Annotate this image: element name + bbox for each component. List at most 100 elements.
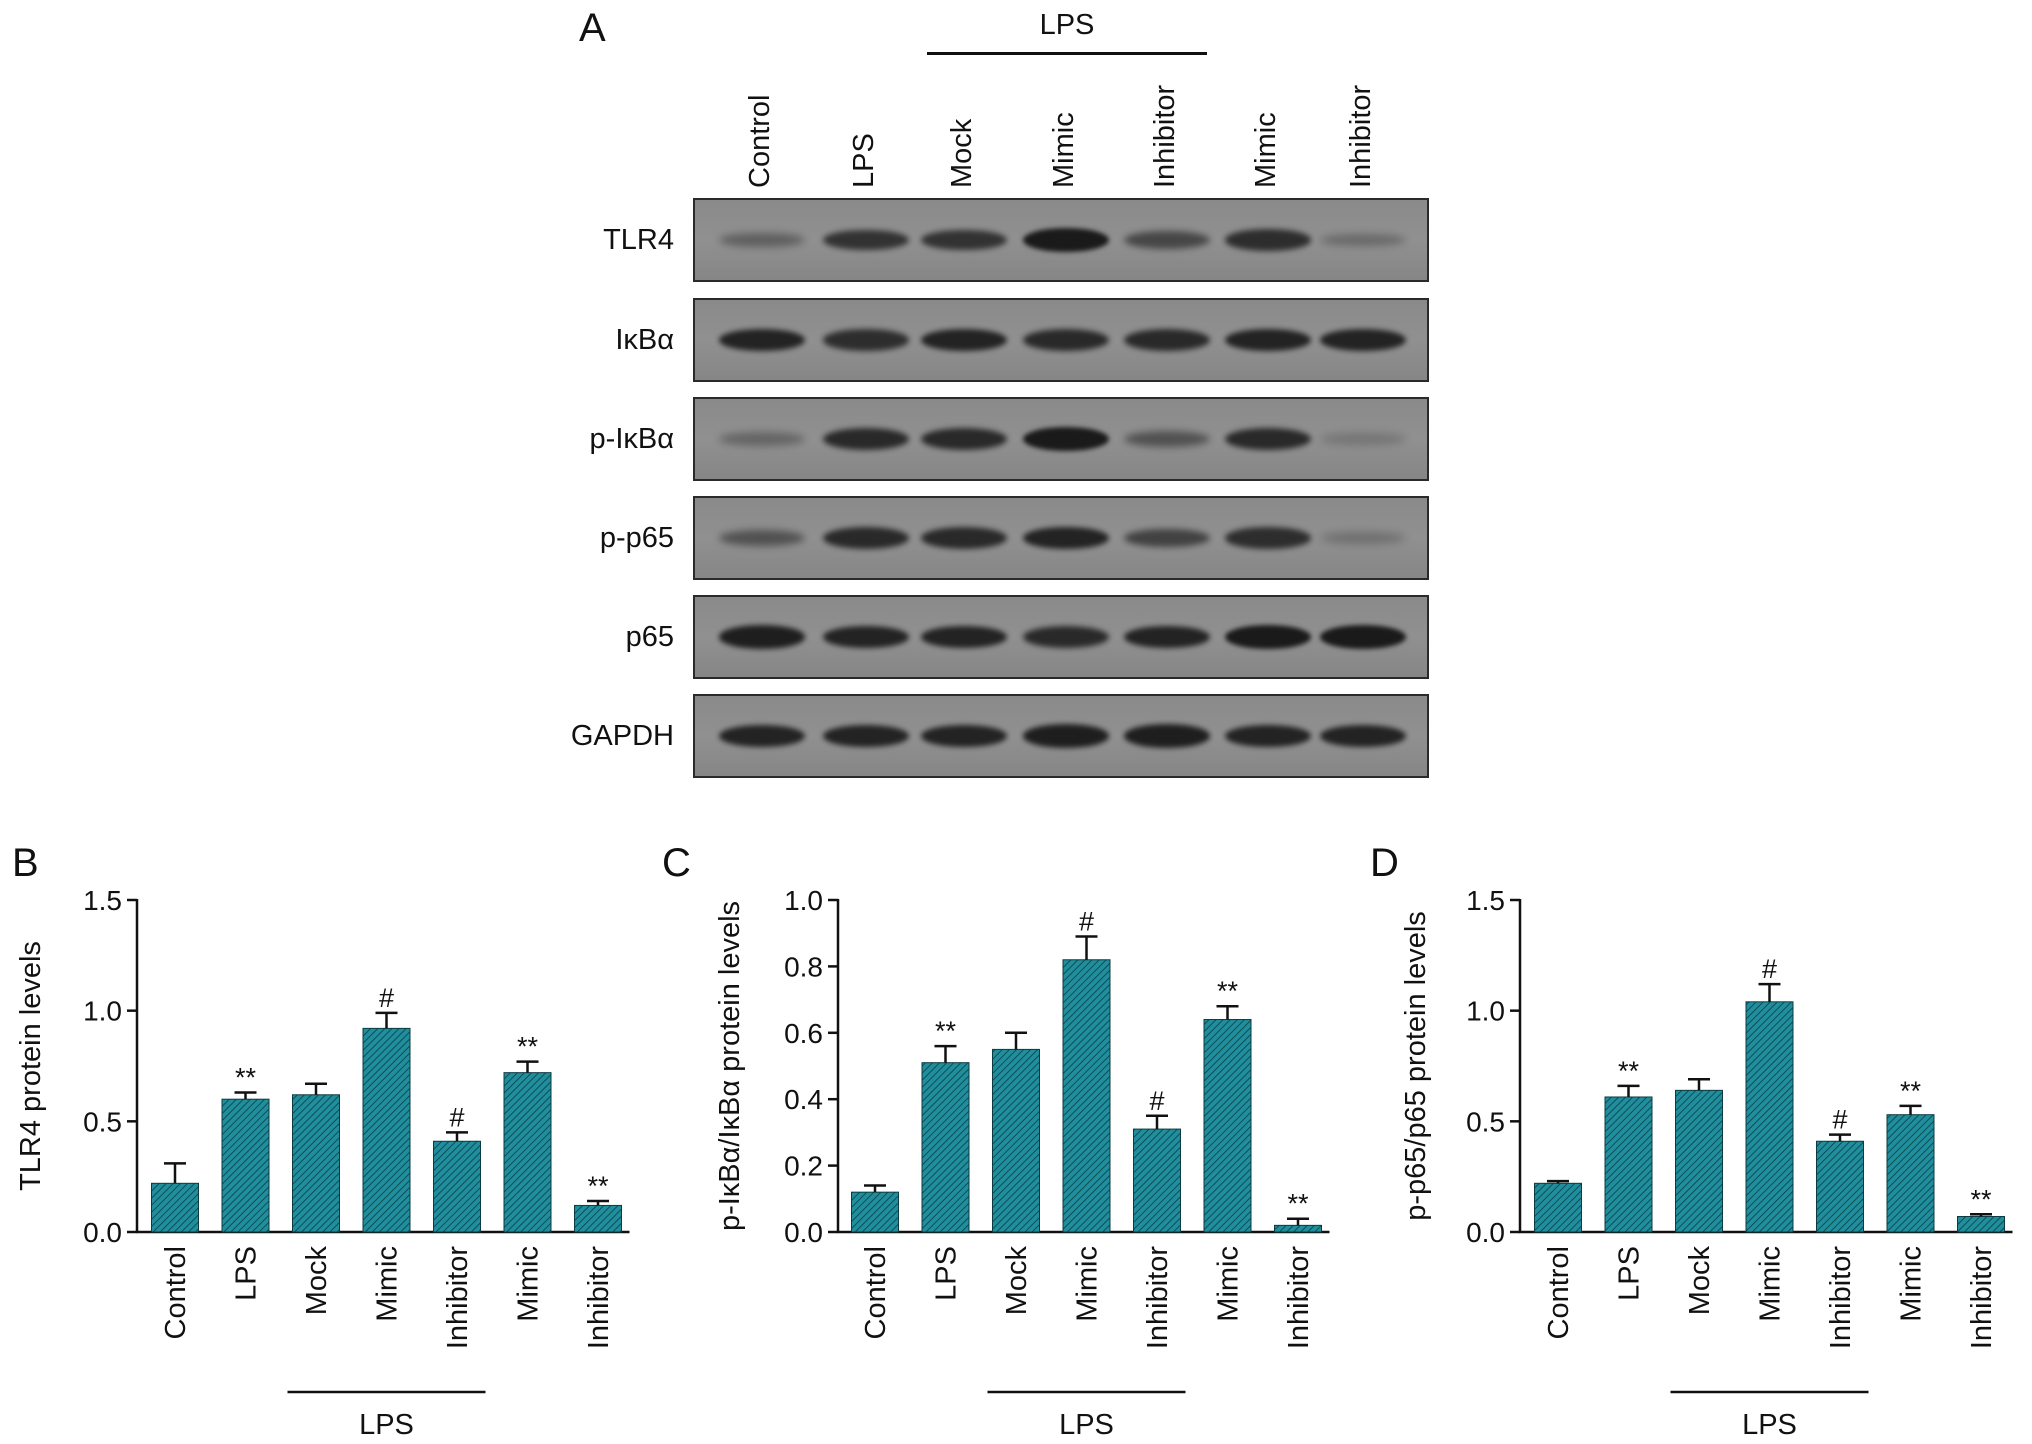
blot-band [1320, 328, 1406, 352]
x-category-label: LPS [931, 1246, 963, 1301]
y-tick-label: 1.0 [83, 996, 122, 1027]
blot-band [921, 724, 1007, 748]
blot-band [719, 724, 805, 748]
blot-strip-5 [693, 694, 1429, 778]
x-category-label: Inhibitor [1825, 1246, 1857, 1350]
blot-strip-2 [693, 397, 1429, 481]
significance-label: ** [235, 1063, 257, 1093]
blot-band [719, 529, 805, 547]
y-tick-label: 0.2 [784, 1151, 823, 1182]
lane-label-6: Inhibitor [1345, 84, 1377, 188]
x-category-label: Inhibitor [1142, 1246, 1174, 1350]
blot-band [823, 625, 909, 649]
x-category-label: Mock [1001, 1246, 1033, 1316]
blot-band [823, 329, 909, 351]
panel-a-lps-label: LPS [1039, 9, 1095, 41]
bar [1062, 959, 1111, 1233]
bar [362, 1027, 411, 1233]
significance-label: ** [1900, 1076, 1922, 1106]
x-category-label: Mimic [1213, 1246, 1245, 1322]
bar [1745, 1001, 1794, 1233]
x-category-label: Mimic [1755, 1246, 1787, 1322]
chart-panel-b: 0.0 0.5 1.0 1.5 TLR4 protein levels Control **… [15, 885, 630, 1441]
blot-row-label-0: TLR4 [603, 224, 674, 256]
blot-band [1225, 428, 1311, 450]
x-category-label: Mock [1684, 1246, 1716, 1316]
blot-band [1320, 233, 1406, 247]
lane-label-0: Control [744, 94, 776, 189]
significance-label: # [1079, 907, 1094, 937]
group-label: LPS [1059, 1409, 1114, 1441]
blot-band [719, 432, 805, 446]
blot-band [1320, 724, 1406, 748]
x-category-label: Mimic [1072, 1246, 1104, 1322]
bar [1203, 1019, 1252, 1233]
panel-b-letter: B [12, 841, 39, 885]
blot-band [719, 232, 805, 248]
significance-label: ** [517, 1032, 539, 1062]
blot-band [823, 229, 909, 251]
blot-band [1023, 427, 1109, 451]
blot-strip-0 [693, 198, 1429, 282]
chart-panel-c: 0.0 0.2 0.4 0.6 0.8 1.0 p-IκBα/IκBα protein le… [714, 885, 1330, 1441]
bar [1133, 1128, 1181, 1233]
x-category-label: Mimic [372, 1246, 404, 1322]
blot-band [1023, 724, 1109, 748]
x-category-label: Control [160, 1246, 192, 1340]
x-category-label: Control [860, 1246, 892, 1340]
blot-row-label-4: p65 [625, 621, 674, 653]
blot-strip-1 [693, 298, 1429, 382]
lane-label-1: LPS [848, 133, 880, 188]
bar [992, 1048, 1040, 1233]
y-tick-label: 0.4 [784, 1084, 823, 1115]
y-axis-label: TLR4 protein levels [15, 941, 47, 1191]
x-category-label: Inhibitor [1283, 1246, 1315, 1350]
blot-band [823, 428, 909, 450]
significance-label: # [1762, 954, 1777, 984]
blot-band [1023, 626, 1109, 648]
blot-band [1225, 724, 1311, 748]
blot-band [823, 527, 909, 549]
blot-band [1023, 526, 1109, 550]
blot-band [1320, 433, 1406, 445]
bar [292, 1094, 340, 1233]
y-tick-label: 0.5 [83, 1106, 122, 1137]
blot-band [719, 328, 805, 352]
blot-band [1225, 527, 1311, 549]
bar [1886, 1114, 1935, 1233]
panel-c-letter: C [662, 841, 691, 885]
significance-label: ** [1618, 1056, 1640, 1086]
significance-label: ** [935, 1016, 957, 1046]
blot-row-label-3: p-p65 [599, 522, 674, 554]
x-category-label: Mimic [513, 1246, 545, 1322]
lane-label-4: Inhibitor [1149, 84, 1181, 188]
panel-d-letter: D [1370, 841, 1399, 885]
y-tick-label: 1.5 [1466, 885, 1505, 916]
blot-strip-3 [693, 496, 1429, 580]
blot-band [719, 625, 805, 649]
group-label: LPS [1742, 1409, 1797, 1441]
blot-band [921, 527, 1007, 549]
y-tick-label: 0.0 [1466, 1217, 1505, 1248]
significance-label: ** [1970, 1184, 1992, 1214]
y-tick-label: 1.0 [1466, 996, 1505, 1027]
blot-band [1023, 228, 1109, 252]
bar [503, 1072, 552, 1233]
blot-band [823, 724, 909, 748]
blot-band [921, 428, 1007, 450]
bar [1675, 1089, 1723, 1233]
y-tick-label: 1.0 [784, 885, 823, 916]
x-category-label: Mimic [1896, 1246, 1928, 1322]
y-tick-label: 1.5 [83, 885, 122, 916]
significance-label: # [1149, 1086, 1164, 1116]
bar [1274, 1224, 1322, 1233]
significance-label: ** [1217, 976, 1239, 1006]
blot-strip-4 [693, 595, 1429, 679]
blot-band [1124, 231, 1210, 249]
blot-band [1124, 329, 1210, 351]
blot-row-label-2: p-IκBα [589, 423, 674, 455]
y-tick-label: 0.6 [784, 1018, 823, 1049]
bar [851, 1191, 899, 1233]
bar [433, 1140, 481, 1233]
blot-band [1225, 625, 1311, 649]
